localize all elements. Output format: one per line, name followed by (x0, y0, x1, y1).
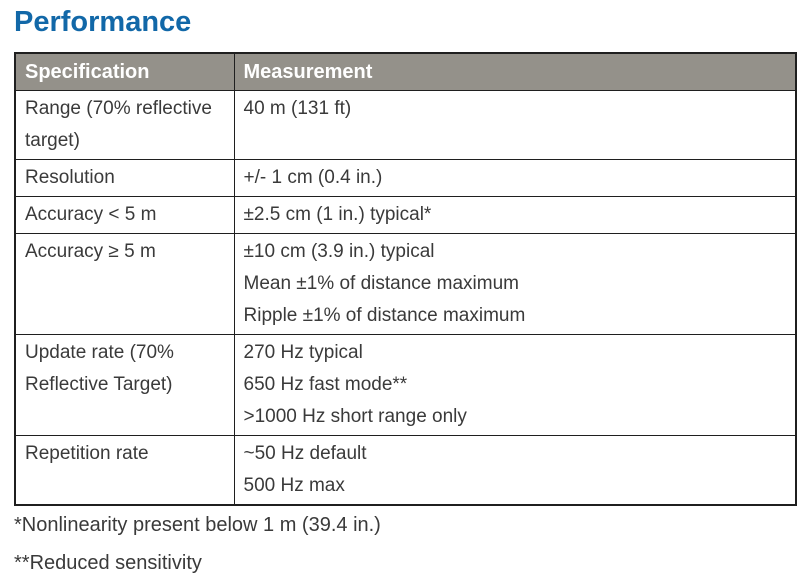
footnote-nonlinearity: *Nonlinearity present below 1 m (39.4 in… (14, 514, 381, 536)
spec-cell-resolution: Resolution (14, 159, 235, 197)
table-row-accuracy-above-5m: Accuracy ≥ 5 m ±10 cm (3.9 in.) typical … (14, 233, 797, 335)
column-header-specification: Specification (14, 52, 235, 91)
table-row-repetition-rate: Repetition rate ~50 Hz default 500 Hz ma… (14, 435, 797, 506)
measurement-cell-repetition-rate: ~50 Hz default 500 Hz max (233, 435, 797, 506)
measurement-line: ±10 cm (3.9 in.) typical (243, 241, 435, 262)
table-row-accuracy-below-5m: Accuracy < 5 m ±2.5 cm (1 in.) typical* (14, 196, 797, 234)
measurement-cell-update-rate: 270 Hz typical 650 Hz fast mode** >1000 … (233, 334, 797, 436)
footnote-reduced-sensitivity: **Reduced sensitivity (14, 552, 202, 574)
spec-cell-update-rate: Update rate (70% Reflective Target) (14, 334, 235, 436)
measurement-cell-resolution: +/- 1 cm (0.4 in.) (233, 159, 797, 197)
measurement-cell-accuracy-above-5m: ±10 cm (3.9 in.) typical Mean ±1% of dis… (233, 233, 797, 335)
measurement-cell-range: 40 m (131 ft) (233, 90, 797, 160)
measurement-line: ±2.5 cm (1 in.) typical* (243, 204, 432, 225)
footnotes: *Nonlinearity present below 1 m (39.4 in… (14, 512, 797, 576)
column-header-measurement: Measurement (233, 52, 797, 91)
measurement-line: 500 Hz max (243, 475, 345, 496)
performance-spec-table: Specification Measurement Range (70% ref… (14, 52, 797, 506)
table-row-range: Range (70% reflective target) 40 m (131 … (14, 90, 797, 160)
measurement-line: >1000 Hz short range only (243, 406, 467, 427)
spec-cell-accuracy-above-5m: Accuracy ≥ 5 m (14, 233, 235, 335)
spec-cell-repetition-rate: Repetition rate (14, 435, 235, 506)
table-row-update-rate: Update rate (70% Reflective Target) 270 … (14, 334, 797, 436)
measurement-line: +/- 1 cm (0.4 in.) (243, 167, 383, 188)
page-title: Performance (14, 6, 192, 38)
measurement-line: Ripple ±1% of distance maximum (243, 305, 526, 326)
measurement-line: Mean ±1% of distance maximum (243, 273, 519, 294)
measurement-line: 40 m (131 ft) (243, 98, 352, 119)
measurement-line: 650 Hz fast mode** (243, 374, 408, 395)
table-row-resolution: Resolution +/- 1 cm (0.4 in.) (14, 159, 797, 197)
measurement-cell-accuracy-below-5m: ±2.5 cm (1 in.) typical* (233, 196, 797, 234)
table-header-row: Specification Measurement (14, 52, 797, 91)
measurement-line: 270 Hz typical (243, 342, 363, 363)
spec-cell-accuracy-below-5m: Accuracy < 5 m (14, 196, 235, 234)
spec-cell-range: Range (70% reflective target) (14, 90, 235, 160)
measurement-line: ~50 Hz default (243, 443, 367, 464)
